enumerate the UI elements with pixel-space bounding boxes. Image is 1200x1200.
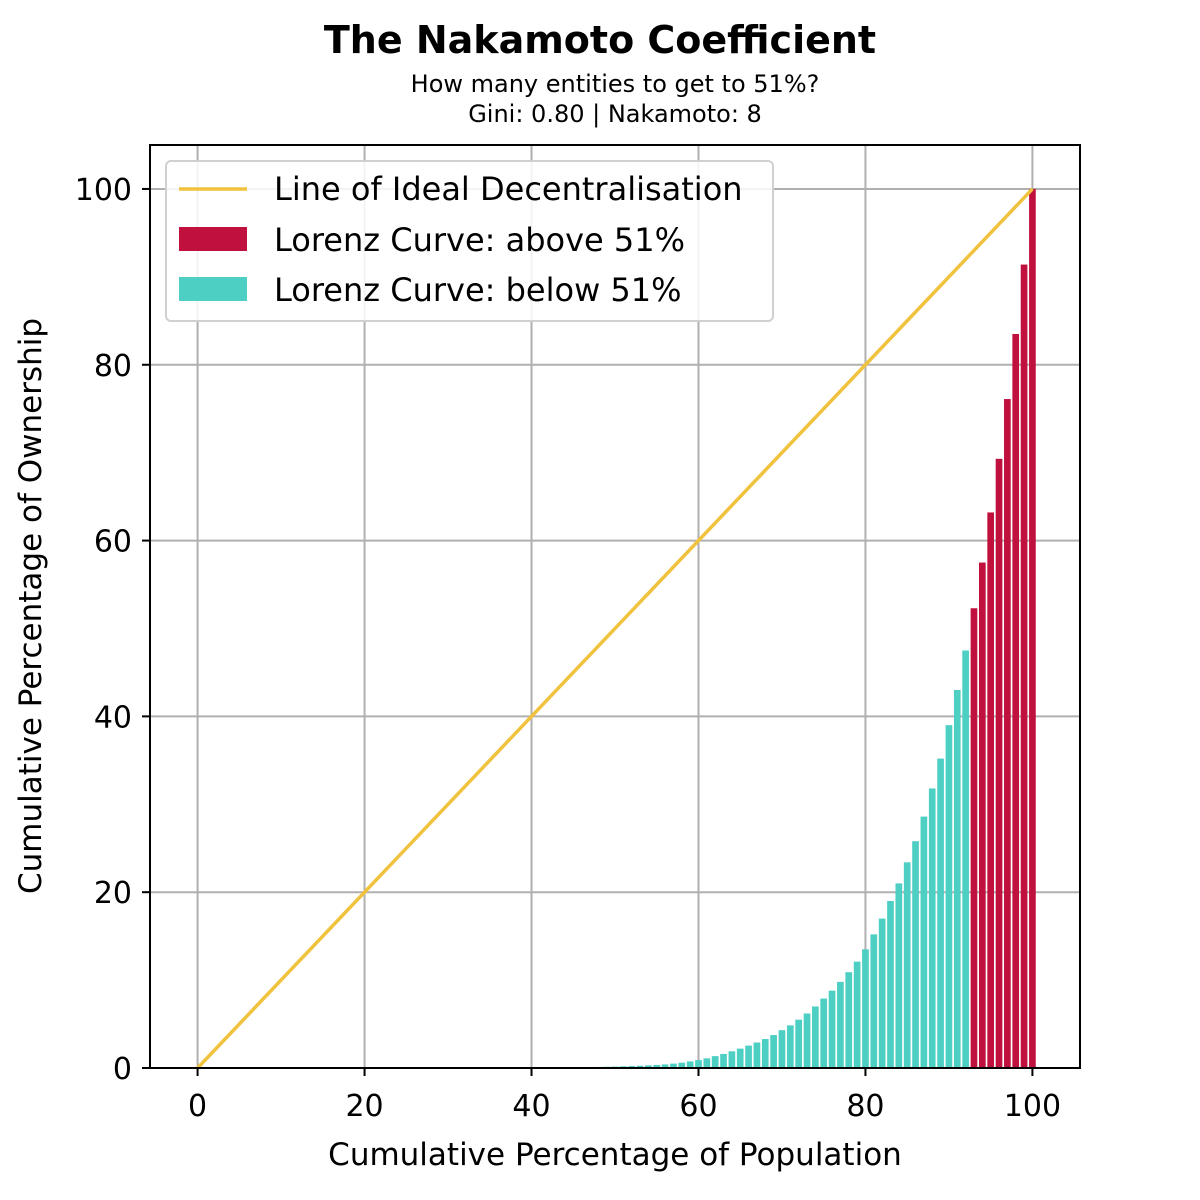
- bar-below-51: [795, 1019, 803, 1068]
- bar-below-51: [645, 1065, 652, 1068]
- x-axis-label: Cumulative Percentage of Population: [328, 1137, 902, 1173]
- legend: Line of Ideal Decentralisation Lorenz Cu…: [165, 160, 774, 322]
- chart-subtitle-line-1: How many entities to get to 51%?: [411, 70, 820, 98]
- bar-below-51: [853, 961, 861, 1068]
- bar-below-51: [736, 1048, 744, 1068]
- x-tick-label: 80: [846, 1089, 884, 1124]
- bar-below-51: [770, 1035, 777, 1068]
- chart-subtitle-line-2: Gini: 0.80 | Nakamoto: 8: [468, 100, 762, 128]
- y-tick-label: 40: [94, 700, 132, 735]
- x-tick-label: 0: [188, 1089, 207, 1124]
- y-axis-label: Cumulative Percentage of Ownership: [13, 318, 49, 894]
- bar-above-51: [987, 512, 995, 1068]
- plot-frame: [149, 144, 1081, 1069]
- bar-below-51: [828, 990, 836, 1068]
- bar-below-51: [878, 918, 886, 1068]
- bar-above-51: [1020, 264, 1028, 1068]
- bar-below-51: [786, 1025, 794, 1068]
- bar-below-51: [945, 725, 953, 1068]
- bar-below-51: [928, 788, 936, 1068]
- ideal-decentralisation-line: [196, 187, 1034, 1070]
- legend-label-ideal: Line of Ideal Decentralisation: [274, 170, 743, 208]
- bar-below-51: [745, 1045, 752, 1068]
- bar-below-51: [670, 1063, 677, 1068]
- bar-below-51: [778, 1030, 786, 1068]
- bar-above-51: [970, 608, 978, 1068]
- bar-below-51: [761, 1038, 769, 1068]
- legend-label-below: Lorenz Curve: below 51%: [274, 271, 682, 309]
- bar-below-51: [695, 1060, 702, 1068]
- bar-below-51: [895, 883, 903, 1068]
- bar-above-51: [1004, 399, 1011, 1068]
- y-tick-label: 0: [113, 1052, 132, 1087]
- bar-below-51: [870, 934, 878, 1068]
- bar-above-51: [1029, 188, 1036, 1068]
- bar-below-51: [753, 1042, 761, 1068]
- bar-below-51: [720, 1053, 727, 1068]
- legend-below-swatch: [179, 277, 247, 301]
- x-tick-label: 40: [512, 1089, 550, 1124]
- bar-below-51: [703, 1058, 711, 1068]
- bar-below-51: [803, 1013, 811, 1068]
- legend-box: [165, 160, 774, 322]
- chart-title: The Nakamoto Coefficient: [324, 18, 876, 62]
- x-tick-label: 60: [679, 1089, 717, 1124]
- bar-below-51: [661, 1064, 669, 1068]
- bar-below-51: [820, 998, 828, 1068]
- bar-below-51: [920, 816, 928, 1068]
- bar-below-51: [862, 949, 869, 1068]
- axis-ticks: 0 20 40 60 80 100 0 20 40 60 80 100: [75, 173, 1061, 1124]
- bar-below-51: [837, 981, 844, 1068]
- bar-above-51: [1012, 333, 1020, 1068]
- legend-above-swatch: [179, 227, 247, 251]
- bar-above-51: [978, 562, 986, 1068]
- bar-below-51: [912, 841, 919, 1068]
- bar-below-51: [636, 1065, 644, 1068]
- bar-below-51: [845, 972, 853, 1068]
- bar-below-51: [937, 758, 944, 1068]
- y-tick-label: 100: [75, 173, 132, 208]
- bar-below-51: [962, 650, 969, 1068]
- bar-below-51: [686, 1061, 694, 1068]
- bar-below-51: [678, 1062, 686, 1068]
- bar-below-51: [711, 1056, 719, 1068]
- bar-below-51: [903, 862, 911, 1068]
- bar-below-51: [728, 1051, 736, 1068]
- bar-above-51: [995, 458, 1003, 1068]
- x-tick-label: 100: [1004, 1089, 1061, 1124]
- bar-below-51: [653, 1064, 661, 1068]
- bar-below-51: [887, 900, 894, 1068]
- bar-below-51: [953, 690, 961, 1068]
- bar-below-51: [812, 1006, 819, 1068]
- x-tick-label: 20: [345, 1089, 383, 1124]
- legend-label-above: Lorenz Curve: above 51%: [274, 221, 685, 259]
- lorenz-bars: [553, 188, 1036, 1069]
- y-tick-label: 60: [94, 525, 132, 560]
- y-tick-label: 80: [94, 349, 132, 384]
- y-tick-label: 20: [94, 876, 132, 911]
- ideal-line-layer: [196, 187, 1034, 1070]
